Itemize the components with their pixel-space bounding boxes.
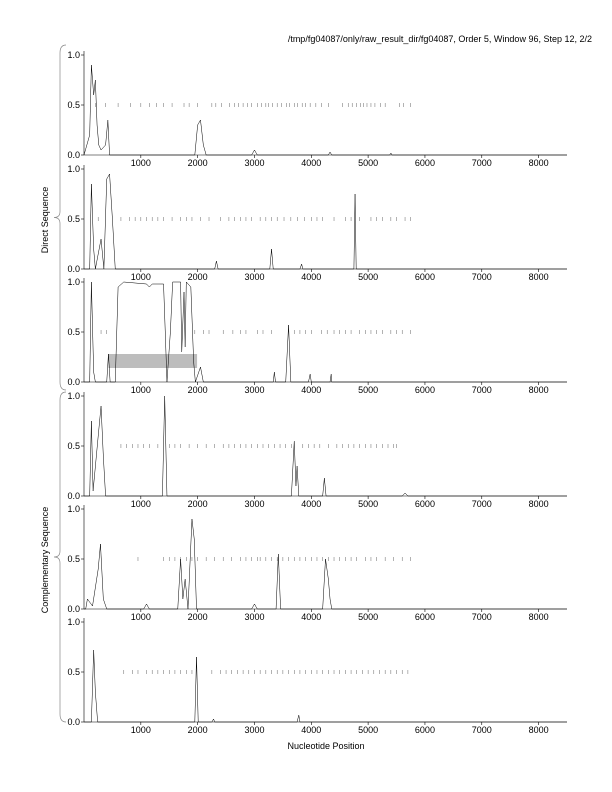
- y-tick-label: 0.5: [67, 327, 80, 337]
- x-tick-label: 8000: [529, 158, 549, 168]
- y-tick-label: 0.5: [67, 441, 80, 451]
- panel-2: 0.0 0.5 1.0 1000 2000 3000 4000 5000 6000 7000 800…: [67, 164, 567, 282]
- x-tick-label: 6000: [415, 272, 435, 282]
- x-tick-label: 8000: [529, 725, 549, 735]
- y-tick-label: 0.0: [67, 604, 80, 614]
- x-tick-label: 6000: [415, 725, 435, 735]
- x-tick-label: 4000: [301, 158, 321, 168]
- series-line: [84, 395, 567, 497]
- x-tick-label: 5000: [358, 272, 378, 282]
- y-tick-label: 0.5: [67, 214, 80, 224]
- x-tick-label: 4000: [301, 499, 321, 509]
- x-tick-label: 3000: [244, 725, 264, 735]
- series-line: [84, 281, 567, 383]
- y-tick-label: 1.0: [67, 391, 80, 401]
- x-tick-label: 3000: [244, 158, 264, 168]
- x-tick-label: 2000: [188, 385, 208, 395]
- y-tick-label: 1.0: [67, 50, 80, 60]
- chart-title: /tmp/fg04087/only/raw_result_dir/fg04087…: [288, 34, 592, 44]
- group-label: Complementary Sequence: [40, 507, 50, 614]
- x-tick-label: 1000: [131, 385, 151, 395]
- panel-1: 0.0 0.5 1.0 1000 2000 3000 4000 5000 6000 7000 800…: [67, 50, 567, 168]
- x-tick-label: 8000: [529, 272, 549, 282]
- panel-5: 0.0 0.5 1.0 1000 2000 3000 4000 5000 6000 7000 800…: [67, 504, 567, 622]
- group-label: Direct Sequence: [40, 187, 50, 254]
- x-tick-label: 8000: [529, 385, 549, 395]
- x-tick-label: 2000: [188, 499, 208, 509]
- series-line: [84, 649, 567, 723]
- x-tick-label: 6000: [415, 499, 435, 509]
- x-axis-label: Nucleotide Position: [287, 741, 364, 751]
- x-tick-label: 1000: [131, 725, 151, 735]
- x-tick-label: 4000: [301, 272, 321, 282]
- y-tick-label: 1.0: [67, 277, 80, 287]
- x-tick-label: 5000: [358, 158, 378, 168]
- panel-6: 0.0 0.5 1.0 1000 2000 3000 4000 5000 6000 7000 800…: [67, 617, 567, 735]
- x-tick-label: 5000: [358, 385, 378, 395]
- x-tick-label: 7000: [472, 499, 492, 509]
- x-tick-label: 4000: [301, 612, 321, 622]
- group-brace-direct: [53, 44, 67, 391]
- series-line: [84, 173, 567, 270]
- x-tick-label: 6000: [415, 385, 435, 395]
- x-tick-label: 7000: [472, 385, 492, 395]
- x-tick-label: 7000: [472, 272, 492, 282]
- y-tick-label: 0.0: [67, 717, 80, 727]
- x-tick-label: 7000: [472, 612, 492, 622]
- x-tick-label: 8000: [529, 612, 549, 622]
- x-tick-label: 1000: [131, 499, 151, 509]
- panel-3: 0.0 0.5 1.0 1000 2000 3000 4000 5000 6000 7000 800…: [67, 277, 567, 395]
- highlight-region: [108, 354, 198, 368]
- x-tick-label: 5000: [358, 499, 378, 509]
- y-tick-label: 0.5: [67, 667, 80, 677]
- x-tick-label: 2000: [188, 158, 208, 168]
- x-tick-label: 7000: [472, 725, 492, 735]
- x-tick-label: 4000: [301, 725, 321, 735]
- x-tick-label: 3000: [244, 612, 264, 622]
- series-line: [83, 64, 567, 156]
- y-tick-label: 0.0: [67, 264, 80, 274]
- x-tick-label: 3000: [244, 499, 264, 509]
- x-tick-label: 1000: [131, 272, 151, 282]
- series-line: [84, 518, 567, 610]
- y-tick-label: 0.0: [67, 150, 80, 160]
- y-tick-label: 1.0: [67, 617, 80, 627]
- x-tick-label: 4000: [301, 385, 321, 395]
- x-tick-label: 3000: [244, 272, 264, 282]
- y-tick-label: 1.0: [67, 504, 80, 514]
- x-tick-label: 3000: [244, 385, 264, 395]
- x-tick-label: 5000: [358, 725, 378, 735]
- x-tick-label: 1000: [131, 158, 151, 168]
- x-tick-label: 6000: [415, 158, 435, 168]
- panel-4: 0.0 0.5 1.0 1000 2000 3000 4000 5000 6000 7000 800…: [67, 391, 567, 509]
- x-tick-label: 2000: [188, 725, 208, 735]
- x-tick-label: 8000: [529, 499, 549, 509]
- x-tick-label: 2000: [188, 612, 208, 622]
- x-tick-label: 1000: [131, 612, 151, 622]
- x-tick-label: 2000: [188, 272, 208, 282]
- x-tick-label: 7000: [472, 158, 492, 168]
- y-tick-label: 0.5: [67, 100, 80, 110]
- group-brace-complementary: [53, 391, 67, 723]
- y-tick-label: 0.5: [67, 554, 80, 564]
- x-tick-label: 5000: [358, 612, 378, 622]
- y-tick-label: 0.0: [67, 491, 80, 501]
- x-tick-label: 6000: [415, 612, 435, 622]
- y-tick-label: 1.0: [67, 164, 80, 174]
- y-tick-label: 0.0: [67, 377, 80, 387]
